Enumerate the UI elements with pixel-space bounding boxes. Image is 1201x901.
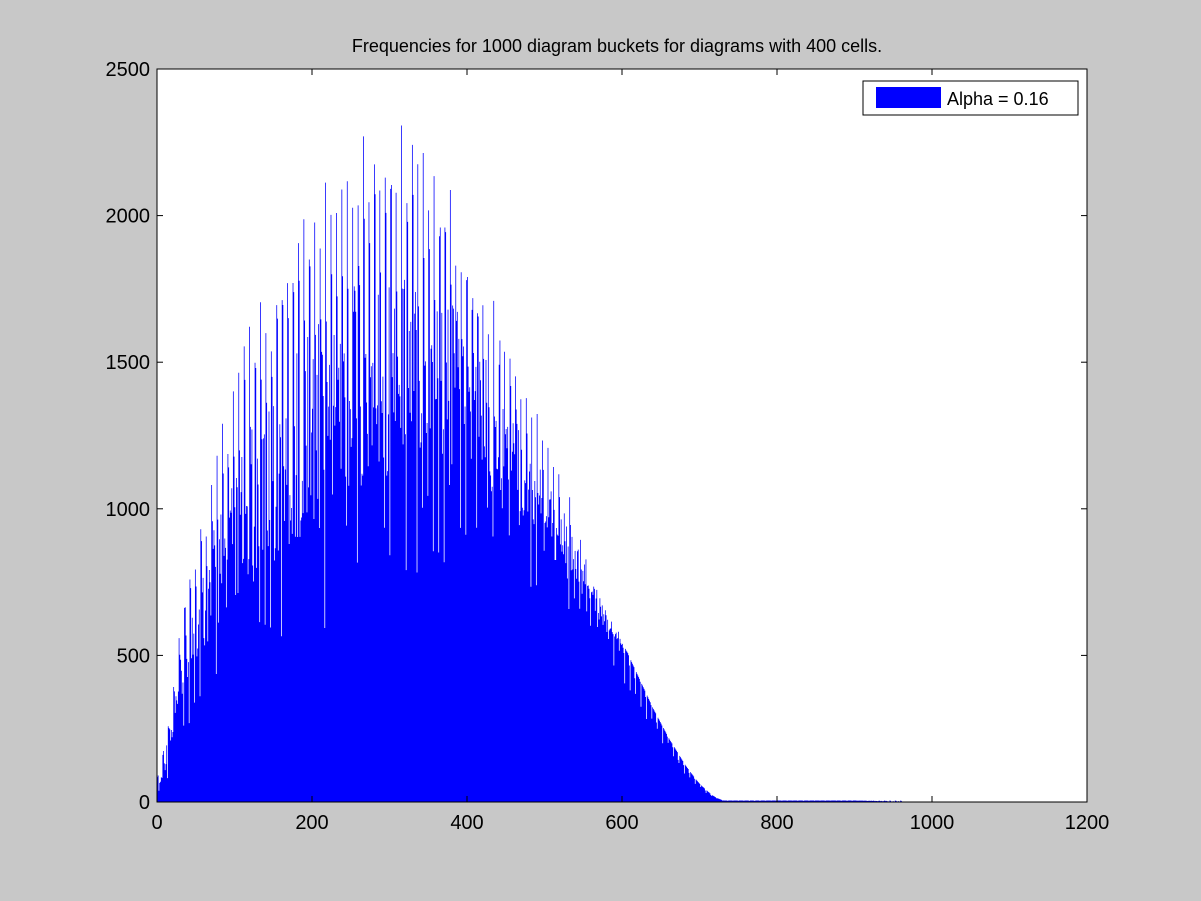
x-tick-label: 1200 [1065, 812, 1110, 834]
y-tick-label: 500 [117, 645, 150, 667]
y-tick-label: 2500 [106, 59, 151, 81]
y-tick-label: 1000 [106, 499, 151, 521]
y-tick-label: 2000 [106, 206, 151, 228]
legend-label: Alpha = 0.16 [947, 89, 1049, 109]
legend-swatch [876, 87, 941, 108]
x-tick-label: 1000 [910, 812, 955, 834]
x-tick-label: 400 [450, 812, 483, 834]
axes: 0 200 400 600 800 1000 1200 0 500 1000 1500 2000 250… [106, 59, 1110, 834]
histogram-bars [157, 125, 902, 803]
chart-title: Frequencies for 1000 diagram buckets for… [352, 36, 882, 56]
x-tick-label: 800 [760, 812, 793, 834]
x-tick-label: 600 [605, 812, 638, 834]
y-tick-label: 0 [139, 792, 150, 814]
x-tick-label: 200 [295, 812, 328, 834]
legend: Alpha = 0.16 [862, 80, 1079, 116]
x-tick-label: 0 [151, 812, 162, 834]
series-bars [157, 125, 902, 803]
y-tick-label: 1500 [106, 352, 151, 374]
